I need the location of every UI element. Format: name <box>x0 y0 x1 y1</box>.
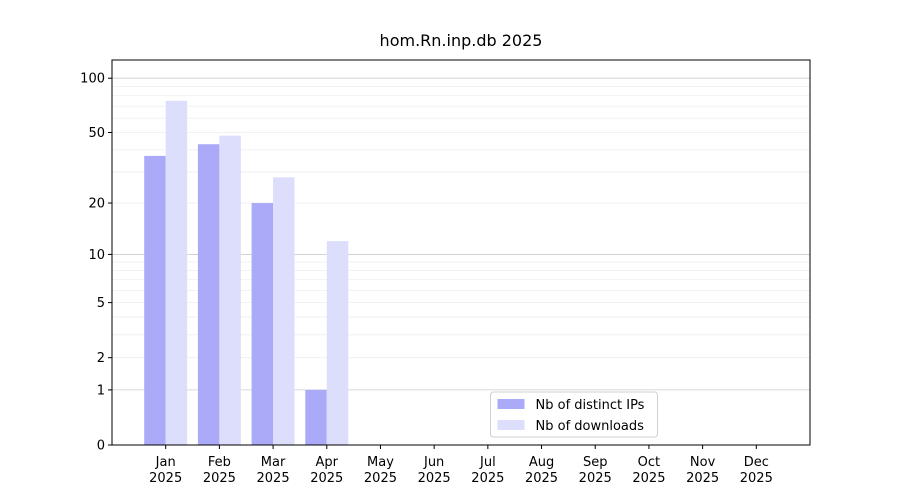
x-tick-label: Oct 2025 <box>632 455 665 486</box>
x-tick-label: Jan 2025 <box>149 455 182 486</box>
y-tick-label: 20 <box>88 197 105 212</box>
bar <box>251 203 274 445</box>
x-tick-label: Jun 2025 <box>418 455 451 486</box>
x-tick-label: Feb 2025 <box>203 455 236 486</box>
bar <box>326 241 349 445</box>
bar <box>273 177 295 445</box>
x-tick-label: Sep 2025 <box>579 455 612 486</box>
y-tick-label: 2 <box>97 351 105 366</box>
bar <box>144 155 166 445</box>
chart-title: hom.Rn.inp.db 2025 <box>380 31 543 50</box>
y-tick-label: 0 <box>97 439 105 454</box>
y-tick-label: 50 <box>88 126 105 141</box>
bar <box>305 389 327 445</box>
legend: Nb of distinct IPs Nb of downloads <box>490 391 658 438</box>
y-tick-label: 1 <box>97 383 105 398</box>
y-tick-label: 5 <box>97 296 105 311</box>
plot-frame <box>111 59 811 446</box>
x-tick-label: Jul 2025 <box>471 455 504 486</box>
x-tick-label: May 2025 <box>364 455 397 486</box>
x-tick-label: Aug 2025 <box>525 455 558 486</box>
legend-label: Nb of downloads <box>536 419 645 434</box>
y-tick-label: 10 <box>88 248 105 263</box>
legend-swatch <box>497 420 525 430</box>
bar <box>197 144 220 445</box>
legend-swatch <box>497 399 525 409</box>
legend-frame <box>490 391 658 438</box>
x-tick-label: Nov 2025 <box>686 455 719 486</box>
x-tick-label: Mar 2025 <box>257 455 290 486</box>
legend-label: Nb of distinct IPs <box>536 398 645 413</box>
bar <box>219 135 241 445</box>
x-tick-label: Apr 2025 <box>310 455 343 486</box>
y-tick-label: 100 <box>80 72 105 87</box>
x-tick-label: Dec 2025 <box>740 455 773 486</box>
bar <box>165 100 188 445</box>
